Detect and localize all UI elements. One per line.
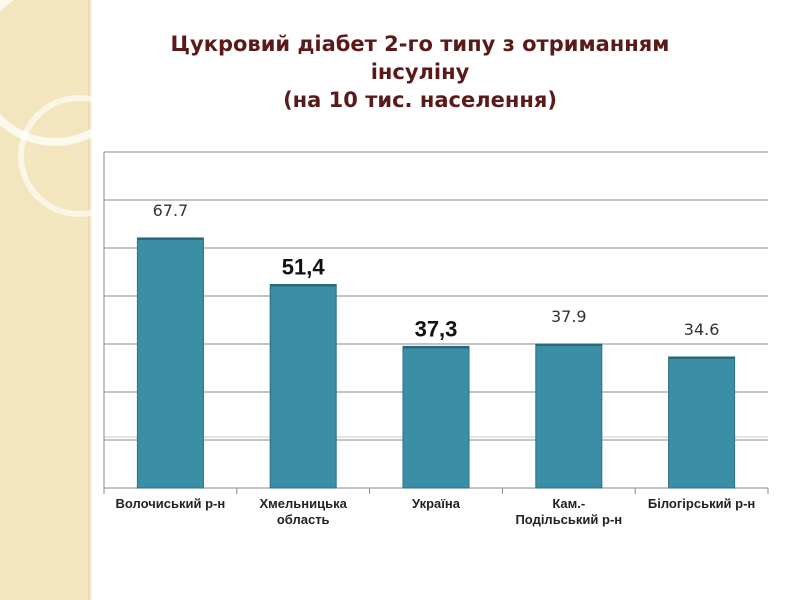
x-tick-label-line: Україна xyxy=(412,496,461,511)
x-tick-label-line: Подільський р-н xyxy=(515,512,622,527)
bar xyxy=(668,356,736,489)
x-tick-label: Волочиський р-н xyxy=(116,496,226,511)
decorative-side-edge xyxy=(88,0,93,600)
data-label: 37.9 xyxy=(551,307,587,326)
x-tick-label-line: Волочиський р-н xyxy=(116,496,226,511)
data-label: 37,3 xyxy=(415,316,458,341)
bar xyxy=(269,283,337,489)
data-label: 51,4 xyxy=(282,254,326,279)
x-tick-label: Хмельницька область xyxy=(260,496,348,527)
decorative-ring-small xyxy=(18,95,140,217)
chart-title-line-1: Цукровий діабет 2-го типу з отриманням xyxy=(170,32,670,56)
data-label: 34.6 xyxy=(684,320,720,339)
bar-top-edge xyxy=(270,284,337,287)
bar xyxy=(136,237,204,489)
bar-top-edge xyxy=(668,356,735,359)
x-tick-label-line: Білогірський р-н xyxy=(648,496,755,511)
bar-top-edge xyxy=(535,344,602,346)
chart-title-line-3: (на 10 тис. населення) xyxy=(283,88,557,112)
bar xyxy=(402,345,470,489)
bar-top-edge xyxy=(137,237,204,240)
x-tick-label: Кам.-Подільський р-н xyxy=(515,496,622,527)
data-label: 67.7 xyxy=(153,201,189,220)
x-tick-label-line: Кам.- xyxy=(552,496,585,511)
bar xyxy=(535,343,603,489)
x-tick-label: Білогірський р-н xyxy=(648,496,755,511)
x-tick-label-line: Хмельницька xyxy=(260,496,348,511)
x-tick-label: Україна xyxy=(412,496,461,511)
x-tick-label-line: область xyxy=(277,512,330,527)
chart-title: Цукровий діабет 2-го типу з отриманням і… xyxy=(150,30,690,114)
chart-title-line-2: інсуліну xyxy=(370,60,470,84)
bar-top-edge xyxy=(403,346,469,349)
